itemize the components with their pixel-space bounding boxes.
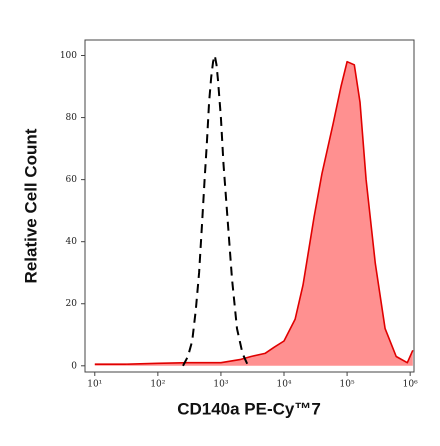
x-tick-label: 10³ xyxy=(213,380,228,390)
x-axis-label: CD140a PE-Cy™7 xyxy=(177,399,321,418)
x-tick-label: 10⁴ xyxy=(276,380,291,390)
x-tick-label: 10⁶ xyxy=(403,380,418,390)
y-tick-label: 20 xyxy=(66,299,78,309)
plot-frame xyxy=(84,39,415,373)
y-tick-label: 100 xyxy=(60,51,77,61)
y-axis-label: Relative Cell Count xyxy=(21,128,40,283)
x-tick-label: 10² xyxy=(150,380,165,390)
y-tick-label: 40 xyxy=(66,237,78,247)
line xyxy=(94,60,414,365)
line xyxy=(182,54,250,367)
y-tick-label: 0 xyxy=(71,361,77,371)
area xyxy=(94,61,413,366)
x-tick-label: 10¹ xyxy=(87,380,102,390)
y-tick-label: 80 xyxy=(66,113,78,123)
y-tick-label: 60 xyxy=(66,175,78,185)
x-tick-label: 10⁵ xyxy=(340,380,355,390)
